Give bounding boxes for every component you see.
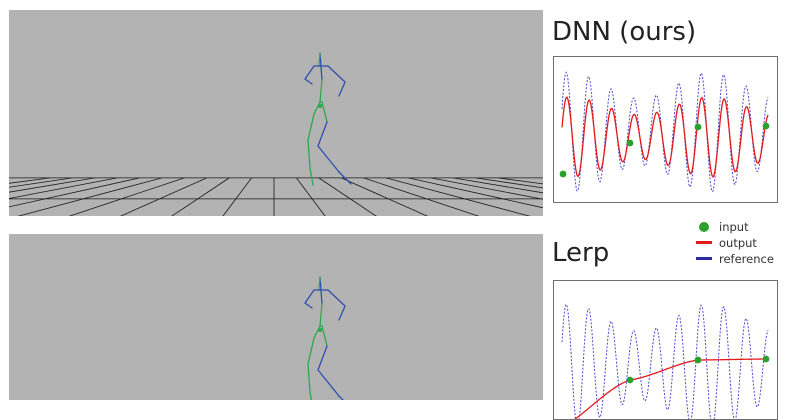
- bone: [317, 121, 328, 147]
- bone: [307, 337, 315, 365]
- title-dnn: DNN (ours): [552, 17, 697, 47]
- bone: [309, 167, 314, 186]
- grid-line: [120, 177, 207, 216]
- skeleton: [304, 52, 352, 186]
- input-point: [762, 355, 770, 363]
- input-point: [559, 170, 567, 178]
- input-point: [694, 123, 702, 131]
- title-lerp: Lerp: [552, 238, 610, 268]
- legend-item-reference: reference: [694, 251, 794, 267]
- legend: input output reference: [694, 219, 794, 267]
- grid-line: [171, 177, 230, 216]
- input-marker-icon: [699, 222, 709, 232]
- plot-lerp: [553, 280, 778, 420]
- bone: [317, 369, 340, 397]
- bone: [304, 289, 315, 304]
- bone: [319, 79, 323, 103]
- bone: [317, 345, 328, 371]
- reference-series: [561, 303, 769, 419]
- grid-line: [497, 177, 543, 185]
- grid-line: [296, 177, 326, 216]
- bone: [307, 363, 311, 393]
- bone: [307, 113, 315, 141]
- input-point: [626, 139, 634, 147]
- skeleton: [304, 276, 346, 400]
- bone: [317, 145, 340, 173]
- grid-line: [318, 177, 377, 216]
- bone: [338, 395, 344, 400]
- bone: [313, 101, 321, 115]
- bone: [304, 302, 313, 309]
- grid-line: [9, 177, 118, 199]
- grid-line: [9, 177, 95, 193]
- bone: [309, 391, 313, 400]
- scene-lerp: [304, 276, 346, 400]
- grid-line: [385, 177, 531, 216]
- pelvis-joint: [317, 103, 323, 109]
- bone: [304, 65, 315, 80]
- bone: [321, 325, 328, 347]
- output-line-icon: [696, 241, 712, 244]
- bone: [321, 101, 328, 123]
- floor-grid: [9, 177, 543, 216]
- legend-item-output: output: [694, 235, 794, 251]
- legend-item-input: input: [694, 219, 794, 235]
- bone: [319, 303, 323, 327]
- pelvis-joint: [317, 327, 323, 333]
- reference-line-icon: [696, 257, 712, 260]
- output-series: [574, 358, 768, 419]
- bone: [338, 171, 352, 185]
- grid-line: [9, 177, 140, 208]
- grid-line: [408, 177, 543, 209]
- bone: [307, 139, 311, 169]
- bone: [338, 81, 346, 97]
- bone: [327, 289, 346, 307]
- bone: [318, 276, 321, 290]
- bone: [313, 325, 321, 339]
- reference-series: [561, 71, 769, 193]
- viewport-dnn: [9, 10, 543, 216]
- bone: [318, 52, 321, 66]
- output-series: [561, 96, 769, 179]
- bone: [304, 78, 313, 85]
- input-point: [694, 356, 702, 364]
- input-point: [762, 122, 770, 130]
- bone: [327, 65, 346, 83]
- bone: [338, 305, 346, 321]
- input-point: [626, 376, 634, 384]
- grid-line: [222, 177, 252, 216]
- scene-dnn: [9, 52, 543, 216]
- plot-dnn: [553, 56, 778, 203]
- viewport-lerp: [9, 234, 543, 400]
